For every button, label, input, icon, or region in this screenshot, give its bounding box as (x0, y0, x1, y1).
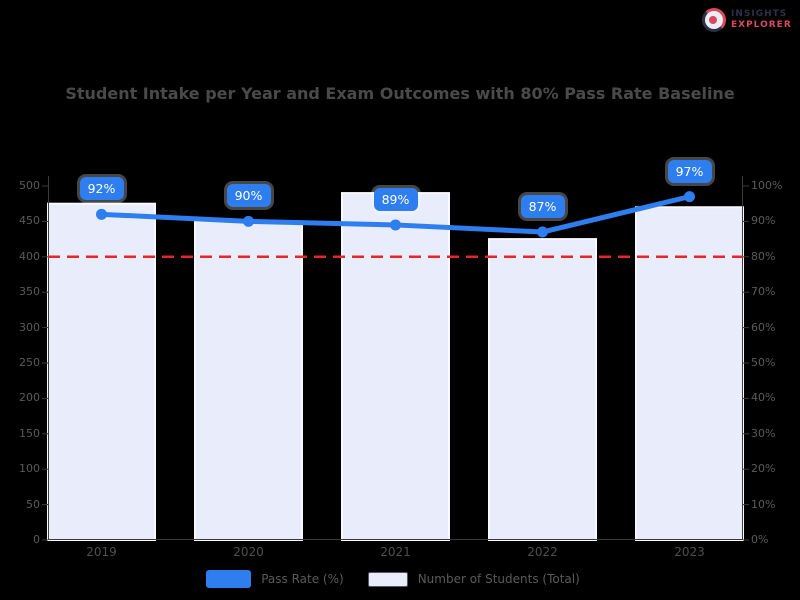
data-label-2020: 90% (226, 184, 271, 208)
x-axis-label-2022: 2022 (527, 545, 558, 559)
data-label-2023: 97% (667, 159, 712, 183)
x-axis-label-2023: 2023 (674, 545, 705, 559)
magnifier-logo-icon (702, 8, 726, 32)
left-axis-tick: 100 (19, 462, 40, 476)
right-axis-tick: 80% (751, 249, 776, 263)
right-axis-tick: 30% (751, 426, 776, 440)
data-label-2022: 87% (520, 195, 565, 219)
left-axis-tick: 0 (33, 533, 40, 546)
bar-2020 (194, 220, 303, 542)
right-axis-tick: 90% (751, 214, 776, 228)
right-axis-tick: 50% (751, 356, 776, 369)
right-axis-tick: 10% (751, 497, 776, 511)
legend-swatch-pass-rate (206, 570, 252, 588)
data-label-2021: 89% (373, 187, 418, 211)
right-axis-tick: 40% (751, 391, 776, 405)
legend-label-students: Number of Students (Total) (417, 572, 580, 586)
watermark-logo: INSIGHTS EXPLORER (702, 8, 792, 32)
left-axis-tick: 450 (19, 214, 40, 228)
left-axis-tick: 500 (19, 179, 40, 192)
left-axis-tick: 200 (19, 391, 40, 405)
logo-text-line2: EXPLORER (731, 20, 792, 30)
logo-text: INSIGHTS EXPLORER (731, 9, 792, 31)
bar-2023 (635, 206, 744, 542)
left-axis-tick: 50 (26, 497, 40, 511)
right-axis-tick: 20% (751, 462, 776, 476)
right-axis-tick: 60% (751, 320, 776, 334)
data-label-2019: 92% (79, 177, 124, 201)
bar-2019 (47, 202, 156, 541)
line-point-2020 (243, 215, 254, 227)
left-axis-tick: 300 (19, 320, 40, 334)
left-axis-tick: 400 (19, 249, 40, 263)
chart-title: Student Intake per Year and Exam Outcome… (65, 84, 735, 103)
bar-2022 (488, 238, 597, 541)
line-point-2021 (390, 219, 401, 231)
right-axis-tick: 100% (751, 179, 783, 192)
line-point-2019 (96, 208, 107, 220)
x-axis-label-2021: 2021 (380, 545, 411, 559)
left-axis-tick: 350 (19, 285, 40, 299)
right-axis-tick: 70% (751, 285, 776, 299)
left-axis-tick: 250 (19, 356, 40, 369)
legend-label-pass-rate: Pass Rate (%) (261, 572, 344, 586)
x-axis-label-2019: 2019 (86, 545, 117, 559)
line-point-2022 (537, 226, 548, 238)
bar-2021 (341, 192, 450, 542)
x-axis-label-2020: 2020 (233, 545, 264, 559)
logo-text-line1: INSIGHTS (731, 9, 788, 19)
left-axis-tick: 150 (19, 426, 40, 440)
line-point-2023 (684, 191, 695, 203)
right-axis-tick: 0% (751, 533, 769, 546)
legend: Pass Rate (%) Number of Students (Total) (0, 570, 800, 588)
legend-swatch-students (367, 571, 408, 587)
